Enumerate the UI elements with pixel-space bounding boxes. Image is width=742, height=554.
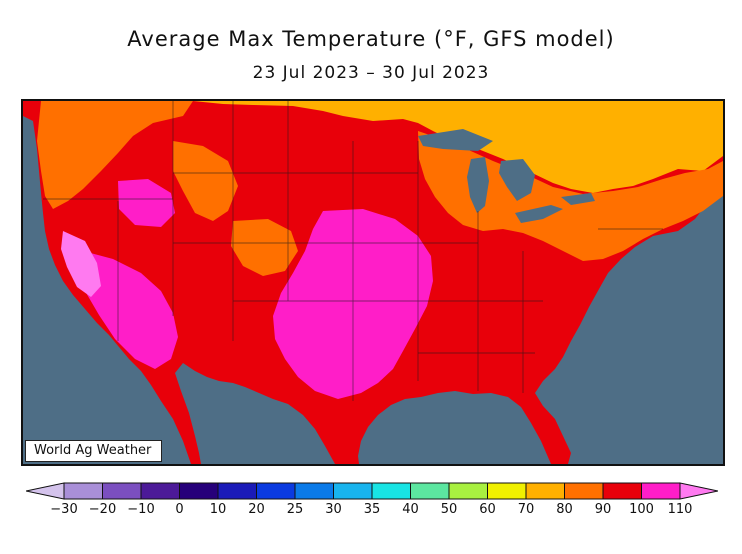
map-title: Average Max Temperature (°F, GFS model) (127, 27, 615, 51)
colorbar-tick-label: −10 (127, 502, 155, 517)
zone-pacific-northwest (37, 101, 193, 209)
colorbar-tick-label: 50 (440, 502, 458, 517)
colorbar-tick-label: 35 (363, 502, 381, 517)
colorbar-tick-label: −30 (50, 502, 78, 517)
colorbar-swatch (448, 482, 488, 500)
credit-label: World Ag Weather (25, 440, 163, 462)
colorbar-swatch (371, 482, 411, 500)
colorbar-tick-label: 60 (479, 502, 496, 517)
colorbar-tick-label: 40 (402, 502, 419, 517)
colorbar (26, 482, 718, 500)
map-canvas (23, 101, 723, 464)
colorbar-tick-label: −20 (88, 502, 117, 517)
colorbar-high-arrow (679, 482, 718, 500)
colorbar-tick-label: 0 (175, 502, 184, 517)
lake-michigan (467, 157, 489, 213)
zone-desert-southwest (77, 251, 178, 369)
colorbar-swatch (140, 482, 180, 500)
colorbar-swatch (333, 482, 373, 500)
state-borders (43, 101, 663, 401)
date-range: 23 Jul 2023 – 30 Jul 2023 (252, 63, 490, 83)
zone-great-basin (118, 179, 175, 227)
zone-colorado-rockies (231, 219, 298, 276)
colorbar-tick-label: 70 (517, 502, 535, 517)
colorbar-tick-label: 80 (556, 502, 573, 517)
colorbar-tick-label: 10 (209, 502, 227, 517)
colorbar-swatch (602, 482, 642, 500)
lake-ontario (561, 193, 595, 205)
lake-superior (418, 129, 493, 151)
colorbar-swatch (487, 482, 527, 500)
lake-erie (515, 205, 563, 223)
colorbar-tick-label: 90 (594, 502, 612, 517)
colorbar-tick-label: 25 (286, 502, 304, 517)
zone-rockies (173, 141, 238, 221)
colorbar-tick-label: 30 (325, 502, 342, 517)
colorbar-swatch (102, 482, 142, 500)
colorbar-tick-label: 110 (667, 502, 693, 517)
colorbar-swatch (256, 482, 296, 500)
colorbar-swatch (564, 482, 604, 500)
colorbar-tick-label: 20 (248, 502, 265, 517)
colorbar-swatch (641, 482, 681, 500)
colorbar-labels: −30 −20 −10 0 10 20 25 30 35 40 50 60 70 80 90 100 110 (0, 502, 742, 522)
temperature-map: World Ag Weather (21, 99, 725, 466)
zone-canada (193, 101, 723, 193)
colorbar-swatch (179, 482, 219, 500)
colorbar-tick-label: 100 (629, 502, 654, 517)
colorbar-swatch (525, 482, 565, 500)
colorbar-low-arrow (26, 482, 65, 500)
zone-central-valley (61, 231, 101, 297)
lake-huron (499, 159, 535, 201)
colorbar-swatch (217, 482, 257, 500)
colorbar-swatch (410, 482, 450, 500)
colorbar-swatch (63, 482, 103, 500)
colorbar-swatch (294, 482, 334, 500)
